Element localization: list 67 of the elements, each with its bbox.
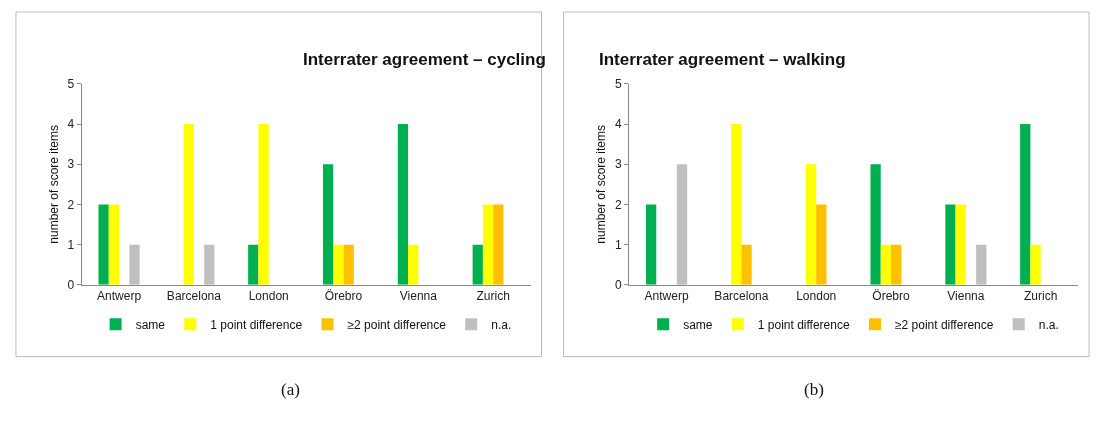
bar — [805, 164, 817, 285]
x-tick-label: Barcelona — [166, 289, 222, 304]
bar — [482, 204, 494, 285]
bar — [397, 124, 409, 285]
bar — [816, 204, 827, 285]
x-tick-label: Vienna — [399, 289, 438, 304]
text: (a) — [281, 380, 300, 399]
legend-label: n.a. — [1038, 318, 1059, 333]
bar — [129, 244, 140, 285]
bar — [472, 244, 483, 285]
bar — [1020, 124, 1031, 285]
bar — [880, 244, 892, 285]
y-tick-label: 5 — [615, 77, 623, 91]
y-axis-title: number of score items — [46, 124, 61, 244]
bar — [108, 204, 120, 285]
chart-title: Interrater agreement – cycling — [303, 50, 546, 69]
bar — [98, 204, 109, 285]
bar — [204, 244, 215, 285]
bar — [955, 204, 966, 285]
y-tick-label: 3 — [615, 157, 623, 172]
y-tick-label: 2 — [67, 197, 75, 212]
y-tick-label: 2 — [615, 197, 623, 212]
y-tick-label: 1 — [67, 237, 75, 252]
legend-label: same — [683, 318, 713, 333]
bar — [248, 244, 259, 285]
y-axis-title: number of score items — [594, 124, 609, 244]
bar — [343, 244, 354, 285]
bar — [741, 244, 752, 285]
legend-label: n.a. — [491, 318, 512, 333]
legend-label: 1 point difference — [757, 318, 850, 333]
y-tick-label: 3 — [67, 157, 75, 172]
legend-label: ≥2 point difference — [894, 318, 994, 333]
y-tick-label: 0 — [67, 278, 75, 293]
y-tick-label: 0 — [615, 278, 623, 293]
bar — [258, 124, 269, 285]
x-tick-label: Antwerp — [97, 289, 142, 304]
chart-title: Interrater agreement – walking — [599, 50, 846, 69]
bar — [408, 244, 419, 285]
bar — [870, 164, 881, 285]
x-tick-label: Örebro — [872, 289, 911, 304]
legend-label: same — [135, 318, 166, 333]
x-tick-label: Antwerp — [644, 289, 689, 304]
bar — [976, 244, 987, 285]
bar — [731, 124, 742, 285]
bar — [1030, 244, 1041, 285]
bar — [333, 244, 344, 285]
x-tick-label: Vienna — [947, 289, 985, 304]
legend-label: 1 point difference — [210, 318, 303, 333]
y-tick-label: 4 — [615, 117, 623, 132]
x-tick-label: Barcelona — [714, 289, 769, 304]
bar — [493, 204, 504, 285]
bar — [891, 244, 902, 285]
x-tick-label: London — [796, 289, 837, 304]
bar — [322, 164, 334, 285]
x-tick-label: Örebro — [324, 289, 363, 304]
bar — [945, 204, 956, 285]
x-tick-label: Zurich — [476, 289, 510, 304]
x-tick-label: Zurich — [1024, 289, 1058, 304]
bar — [183, 124, 194, 285]
text: (b) — [804, 380, 824, 399]
y-tick-label: 5 — [67, 77, 75, 91]
bar — [645, 204, 657, 285]
y-tick-label: 4 — [67, 117, 75, 132]
legend-label: ≥2 point difference — [347, 318, 447, 333]
y-tick-label: 1 — [615, 237, 623, 252]
bar — [676, 164, 688, 285]
x-tick-label: London — [248, 289, 289, 304]
